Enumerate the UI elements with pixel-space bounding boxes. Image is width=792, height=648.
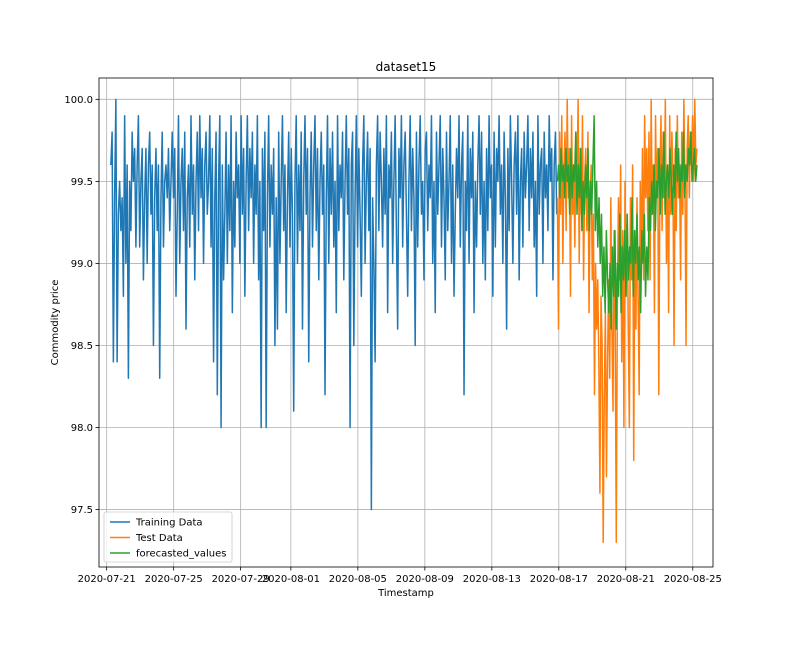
x-tick-label: 2020-08-01 (262, 574, 320, 585)
y-tick-label: 98.5 (71, 341, 93, 352)
x-tick-label: 2020-07-21 (78, 574, 136, 585)
y-axis-label: Commodity price (50, 280, 61, 366)
x-tick-label: 2020-08-13 (463, 574, 521, 585)
series-line-training-data (110, 98, 558, 511)
y-tick-label: 99.0 (71, 259, 93, 270)
x-tick-label: 2020-08-09 (396, 574, 454, 585)
axis-ticks: 2020-07-21 2020-07-25 2020-07-292020-08-01… (64, 95, 721, 585)
legend-label: Training Data (135, 518, 203, 529)
legend: Training Data Test Data forecasted_values (103, 511, 233, 563)
x-axis-label: Timestamp (377, 588, 434, 599)
y-tick-label: 97.5 (71, 505, 93, 516)
chart-title: dataset15 (376, 60, 437, 74)
x-tick-label: 2020-07-25 (145, 574, 203, 585)
x-tick-label: 2020-08-17 (530, 574, 588, 585)
y-tick-label: 99.5 (71, 177, 93, 188)
series-line-forecasted-values (556, 114, 698, 330)
legend-box (103, 511, 233, 563)
x-tick-label: 2020-08-21 (597, 574, 655, 585)
plot-area-frame (98, 77, 714, 568)
x-tick-label: 2020-08-25 (664, 574, 722, 585)
x-tick-label: 2020-07-29 (212, 574, 270, 585)
legend-label: forecasted_values (136, 549, 226, 560)
y-tick-label: 98.0 (71, 423, 93, 434)
y-tick-label: 100.0 (64, 95, 93, 106)
legend-label: Test Data (135, 533, 183, 544)
series-lines (110, 98, 698, 544)
x-tick-label: 2020-08-05 (329, 574, 387, 585)
